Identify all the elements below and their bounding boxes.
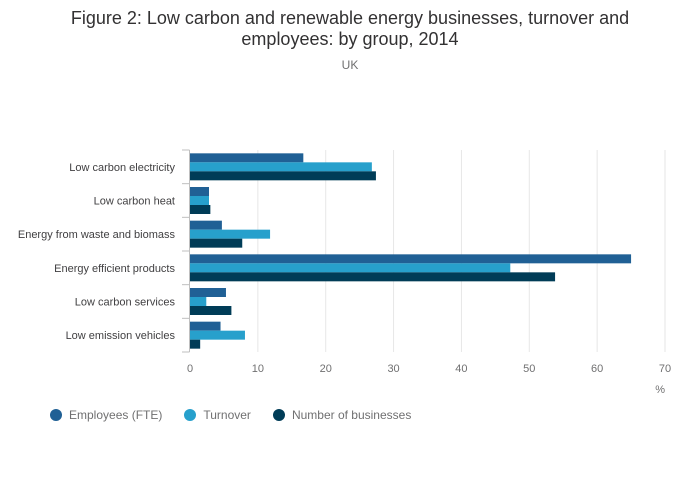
x-tick-label: 0 <box>187 363 193 375</box>
legend-label-businesses: Number of businesses <box>291 408 412 422</box>
bar[interactable] <box>190 339 201 349</box>
category-label: Low emission vehicles <box>66 330 176 342</box>
legend-swatch-businesses <box>272 409 285 421</box>
category-label: Low carbon electricity <box>69 162 175 174</box>
bar[interactable] <box>190 205 211 214</box>
x-tick-label: 40 <box>455 363 467 375</box>
bars <box>190 153 632 349</box>
bar[interactable] <box>190 272 556 282</box>
chart-subtitle: UK <box>341 58 359 72</box>
bar[interactable] <box>190 254 632 264</box>
bar[interactable] <box>190 153 304 163</box>
x-tick-label: 30 <box>387 363 399 375</box>
x-axis-unit-label: % <box>655 384 665 396</box>
legend: Employees (FTE) Turnover Number of busin… <box>50 408 411 422</box>
x-tick-label: 60 <box>591 363 603 375</box>
x-axis-ticks: 0 10 20 30 40 50 60 70 <box>187 363 671 375</box>
bar[interactable] <box>190 306 232 315</box>
category-label: Low carbon services <box>75 297 176 309</box>
x-tick-label: 20 <box>320 363 332 375</box>
bar[interactable] <box>190 162 372 172</box>
chart-title: Figure 2: Low carbon and renewable energ… <box>20 8 680 50</box>
x-tick-label: 70 <box>659 363 671 375</box>
gridlines <box>182 149 666 353</box>
category-labels: Low carbon electricity Low carbon heat Ene… <box>18 162 176 342</box>
legend-item-businesses[interactable]: Number of businesses <box>272 408 412 422</box>
bar[interactable] <box>190 238 243 248</box>
legend-item-turnover[interactable]: Turnover <box>184 408 251 422</box>
bar[interactable] <box>190 321 221 331</box>
category-label: Energy efficient products <box>54 263 175 275</box>
legend-swatch-employees <box>50 409 62 421</box>
category-label: Low carbon heat <box>94 196 175 208</box>
bar[interactable] <box>190 220 222 230</box>
x-tick-label: 10 <box>252 363 264 375</box>
bar[interactable] <box>190 196 209 205</box>
bar[interactable] <box>190 330 245 340</box>
bar[interactable] <box>190 288 226 297</box>
legend-item-employees[interactable]: Employees (FTE) <box>50 408 162 422</box>
chart-title-line-1: Figure 2: Low carbon and renewable energ… <box>70 8 630 28</box>
bar[interactable] <box>190 263 511 273</box>
bar[interactable] <box>190 187 209 196</box>
category-label: Energy from waste and biomass <box>18 229 176 241</box>
legend-label-turnover: Turnover <box>203 408 251 422</box>
chart-title-line-2: employees: by group, 2014 <box>241 29 459 49</box>
legend-swatch-turnover <box>184 409 197 421</box>
bar[interactable] <box>190 229 271 239</box>
legend-label-employees: Employees (FTE) <box>69 408 163 422</box>
bar[interactable] <box>190 171 376 181</box>
x-tick-label: 50 <box>523 363 535 375</box>
bar[interactable] <box>190 297 207 306</box>
